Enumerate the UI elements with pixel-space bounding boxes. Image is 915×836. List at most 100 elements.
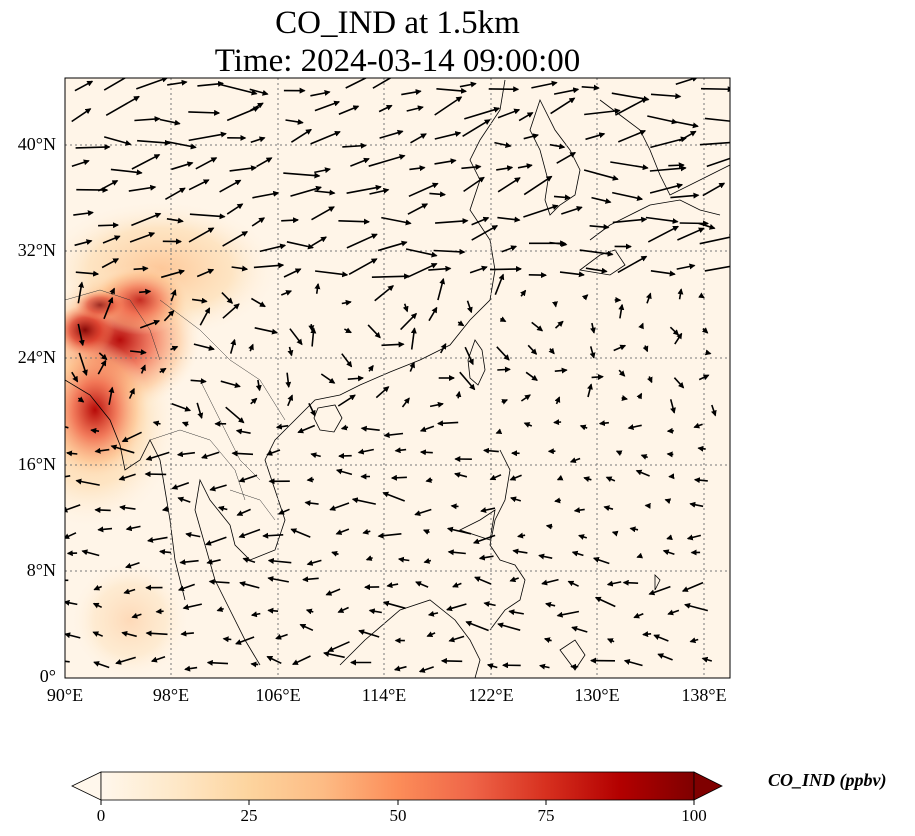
wind-arrow <box>496 346 510 361</box>
wind-arrow <box>415 581 429 588</box>
wind-arrow <box>250 136 266 144</box>
wind-arrow <box>250 397 258 405</box>
wind-arrow <box>496 165 514 172</box>
wind-arrow <box>494 141 512 148</box>
wind-arrow <box>329 502 350 511</box>
wind-arrow <box>501 399 509 405</box>
wind-arrow <box>669 399 676 414</box>
wind-arrow <box>471 216 490 226</box>
wind-arrow <box>675 78 699 86</box>
wind-arrow <box>170 289 177 302</box>
wind-arrow <box>698 292 705 299</box>
wind-arrow <box>128 184 157 192</box>
wind-arrow <box>457 320 465 327</box>
lat-tick-label: 32°N <box>17 240 56 260</box>
wind-arrow <box>419 425 435 433</box>
wind-arrow <box>278 508 290 515</box>
wind-arrow <box>371 273 411 280</box>
wind-arrow <box>585 132 606 141</box>
wind-arrow <box>464 346 474 366</box>
wind-arrow <box>531 80 558 89</box>
wind-arrow <box>618 369 626 377</box>
wind-arrow <box>119 504 136 511</box>
wind-arrow <box>236 508 251 516</box>
wind-arrow <box>497 177 521 193</box>
lon-tick-label: 130°E <box>574 685 620 705</box>
wind-arrow <box>538 553 553 560</box>
wind-arrow <box>109 287 116 295</box>
wind-arrow <box>539 663 550 670</box>
wind-arrow <box>209 484 227 492</box>
wind-arrow <box>188 179 210 191</box>
wind-arrow <box>242 557 256 564</box>
wind-arrow <box>569 457 581 464</box>
wind-arrow <box>121 431 142 443</box>
wind-arrow <box>617 129 647 143</box>
wind-arrow <box>306 559 322 566</box>
wind-arrow <box>446 526 472 535</box>
wind-arrow <box>81 549 100 557</box>
wind-arrow <box>134 116 161 123</box>
wind-arrow <box>331 550 339 557</box>
wind-arrow <box>249 88 269 96</box>
wind-arrow <box>386 582 399 589</box>
wind-arrow <box>193 343 215 351</box>
wind-arrow <box>598 420 609 427</box>
wind-arrow <box>97 179 119 192</box>
wind-arrow <box>102 235 121 244</box>
wind-arrow <box>280 290 293 296</box>
wind-arrow <box>495 428 503 435</box>
lon-tick-label: 106°E <box>255 685 301 705</box>
wind-arrow <box>550 97 576 115</box>
wind-arrow <box>423 558 432 564</box>
wind-arrow <box>478 554 494 561</box>
wind-arrow <box>405 248 438 258</box>
wind-arrow <box>251 217 266 227</box>
wind-arrow <box>299 623 314 632</box>
wind-arrow <box>346 184 382 194</box>
wind-arrow <box>358 629 380 638</box>
wind-arrow <box>133 265 149 272</box>
wind-arrow <box>499 316 507 323</box>
wind-arrow <box>466 300 473 314</box>
wind-arrow <box>185 531 201 538</box>
wind-arrow <box>226 203 244 215</box>
wind-arrow <box>448 635 465 643</box>
wind-arrow <box>527 344 538 355</box>
wind-arrow <box>201 451 220 460</box>
wind-arrow <box>71 371 79 383</box>
wind-arrow <box>649 165 687 172</box>
map-frame <box>64 77 731 679</box>
wind-arrow <box>335 528 350 535</box>
wind-arrow <box>163 310 175 322</box>
wind-arrow <box>648 585 671 596</box>
wind-arrow <box>689 637 699 644</box>
wind-arrow <box>556 474 564 481</box>
wind-arrow <box>702 182 726 197</box>
wind-arrow <box>613 344 627 352</box>
wind-arrow <box>650 270 676 277</box>
wind-arrow <box>418 666 434 673</box>
wind-arrow <box>145 630 168 637</box>
wind-arrow <box>377 532 402 539</box>
wind-arrow <box>454 472 468 478</box>
title-line-1: CO_IND at 1.5km <box>275 5 520 41</box>
wind-arrow <box>523 422 533 428</box>
wind-arrow <box>459 371 476 391</box>
wind-arrow <box>225 406 245 424</box>
lat-tick-label: 40°N <box>17 134 56 154</box>
wind-arrow <box>137 139 171 146</box>
wind-arrow <box>636 552 644 559</box>
wind-arrow <box>622 579 639 586</box>
wind-arrow <box>677 227 705 241</box>
wind-arrow <box>549 241 568 247</box>
wind-arrow <box>633 612 644 619</box>
wind-arrow <box>78 352 88 376</box>
wind-arrow <box>606 580 622 587</box>
wind-arrow <box>351 497 376 505</box>
wind-arrow <box>93 661 110 669</box>
wind-arrow <box>250 661 259 668</box>
wind-arrow <box>704 349 712 356</box>
wind-arrow <box>103 136 132 146</box>
wind-arrow <box>166 217 184 224</box>
